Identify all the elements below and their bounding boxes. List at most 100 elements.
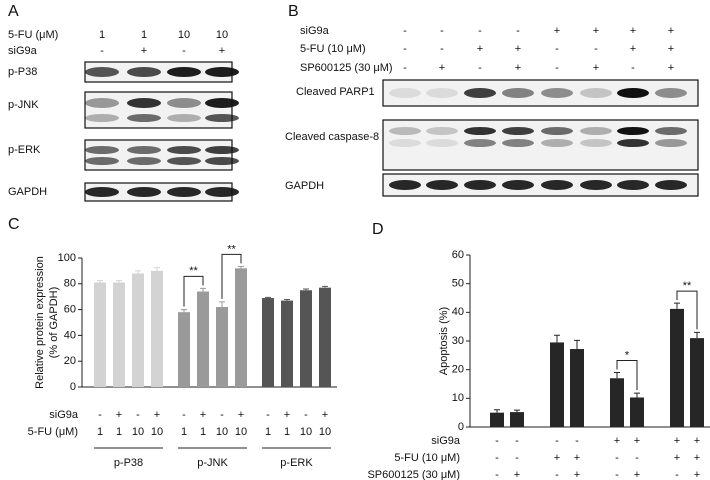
error-bar — [514, 409, 520, 413]
panel-letter: B — [288, 3, 299, 20]
condition-value: 10 — [300, 426, 312, 438]
significance-label: ** — [189, 265, 198, 277]
condition-value: + — [322, 409, 328, 421]
condition-label: 5-FU (10 μM) — [300, 43, 366, 55]
condition-value: + — [630, 25, 636, 37]
band — [541, 139, 573, 147]
condition-value: 10 — [216, 426, 228, 438]
bar — [235, 268, 247, 387]
blot-label: GAPDH — [285, 180, 324, 192]
condition-label: siG9a — [300, 25, 330, 37]
significance-label: * — [625, 349, 630, 361]
error-bar — [265, 296, 271, 298]
band — [617, 180, 649, 190]
band — [502, 139, 534, 147]
band — [655, 127, 687, 135]
band — [85, 187, 119, 197]
significance-label: ** — [227, 243, 236, 255]
condition-label: 5-FU (10 μM) — [394, 452, 460, 464]
band — [617, 139, 649, 147]
band — [389, 127, 421, 135]
band — [85, 114, 119, 122]
group-label: p-JNK — [197, 457, 228, 469]
condition-label: SP600125 (30 μM) — [367, 469, 460, 480]
condition-value: - — [555, 62, 559, 74]
condition-value: + — [674, 435, 680, 447]
condition-value: + — [238, 409, 244, 421]
y-tick-label: 10 — [452, 392, 464, 404]
y-tick-label: 50 — [452, 278, 464, 290]
condition-value: + — [634, 469, 640, 480]
bar — [216, 307, 228, 387]
significance-label: ** — [683, 280, 692, 292]
band — [464, 88, 496, 98]
y-tick-label: 40 — [64, 329, 76, 341]
condition-value: - — [555, 435, 559, 447]
condition-value: - — [495, 452, 499, 464]
band — [617, 88, 649, 98]
condition-value: - — [440, 25, 444, 37]
blot — [382, 173, 699, 197]
error-bar — [135, 270, 141, 274]
condition-value: + — [554, 452, 560, 464]
error-bar — [116, 280, 122, 283]
y-tick-label: 40 — [452, 306, 464, 318]
y-tick-label: 80 — [64, 278, 76, 290]
condition-value: - — [515, 435, 519, 447]
condition-label: 5-FU (μM) — [8, 29, 58, 41]
condition-value: + — [284, 409, 290, 421]
band — [167, 187, 201, 197]
band — [85, 98, 119, 108]
band — [85, 157, 119, 165]
bar — [510, 412, 524, 427]
band — [502, 180, 534, 190]
band — [502, 88, 534, 98]
band — [426, 139, 458, 147]
error-bar — [284, 299, 290, 301]
band — [426, 88, 458, 98]
bar — [550, 342, 564, 427]
condition-value: + — [668, 62, 674, 74]
band — [464, 127, 496, 135]
blot-label: p-ERK — [8, 144, 41, 156]
condition-value: + — [668, 25, 674, 37]
band — [389, 139, 421, 147]
band — [127, 98, 161, 108]
y-tick-label: 60 — [64, 304, 76, 316]
condition-value: - — [615, 469, 619, 480]
condition-value: - — [304, 409, 308, 421]
error-bar — [574, 339, 580, 350]
band — [655, 180, 687, 190]
condition-value: + — [141, 45, 147, 57]
bar — [151, 270, 163, 387]
panel-letter: D — [372, 221, 384, 238]
band — [655, 139, 687, 147]
condition-value: 10 — [132, 426, 144, 438]
condition-value: 10 — [235, 426, 247, 438]
condition-value: + — [694, 452, 700, 464]
condition-value: - — [615, 452, 619, 464]
condition-value: + — [668, 43, 674, 55]
condition-value: - — [555, 43, 559, 55]
condition-value: + — [694, 435, 700, 447]
condition-value: - — [182, 409, 186, 421]
condition-value: + — [219, 45, 225, 57]
condition-value: + — [630, 43, 636, 55]
band — [85, 146, 119, 154]
y-tick-label: 0 — [70, 381, 76, 393]
error-bar — [200, 287, 206, 292]
band — [167, 67, 201, 77]
band — [127, 114, 161, 122]
error-bar — [181, 309, 187, 313]
condition-value: + — [515, 43, 521, 55]
group-label: p-ERK — [280, 457, 313, 469]
condition-value: - — [100, 45, 104, 57]
y-tick-label: 30 — [452, 335, 464, 347]
condition-value: 1 — [141, 29, 147, 41]
bar — [178, 312, 190, 387]
band — [205, 98, 239, 108]
condition-value: - — [440, 43, 444, 55]
significance-bracket — [183, 275, 204, 307]
condition-value: - — [403, 43, 407, 55]
condition-value: - — [136, 409, 140, 421]
